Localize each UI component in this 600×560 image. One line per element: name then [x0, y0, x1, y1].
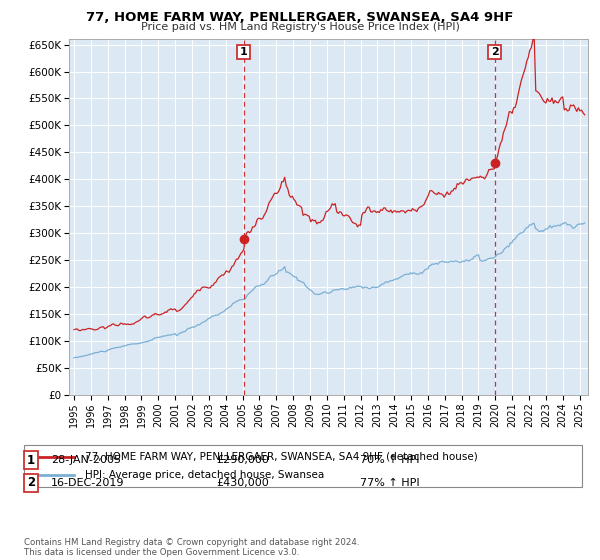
Text: 16-DEC-2019: 16-DEC-2019 [51, 478, 125, 488]
Text: Contains HM Land Registry data © Crown copyright and database right 2024.
This d: Contains HM Land Registry data © Crown c… [24, 538, 359, 557]
Text: HPI: Average price, detached house, Swansea: HPI: Average price, detached house, Swan… [85, 470, 325, 480]
FancyBboxPatch shape [24, 445, 582, 487]
Text: 70% ↑ HPI: 70% ↑ HPI [360, 455, 419, 465]
Text: £430,000: £430,000 [216, 478, 269, 488]
Text: 28-JAN-2005: 28-JAN-2005 [51, 455, 121, 465]
Text: 77, HOME FARM WAY, PENLLERGAER, SWANSEA, SA4 9HF: 77, HOME FARM WAY, PENLLERGAER, SWANSEA,… [86, 11, 514, 24]
Text: 1: 1 [27, 454, 35, 467]
Text: 1: 1 [240, 47, 248, 57]
Text: 77, HOME FARM WAY, PENLLERGAER, SWANSEA, SA4 9HF (detached house): 77, HOME FARM WAY, PENLLERGAER, SWANSEA,… [85, 452, 478, 462]
Text: £290,000: £290,000 [216, 455, 269, 465]
Text: 2: 2 [491, 47, 499, 57]
Text: 77% ↑ HPI: 77% ↑ HPI [360, 478, 419, 488]
Text: 2: 2 [27, 476, 35, 489]
Text: Price paid vs. HM Land Registry's House Price Index (HPI): Price paid vs. HM Land Registry's House … [140, 22, 460, 32]
